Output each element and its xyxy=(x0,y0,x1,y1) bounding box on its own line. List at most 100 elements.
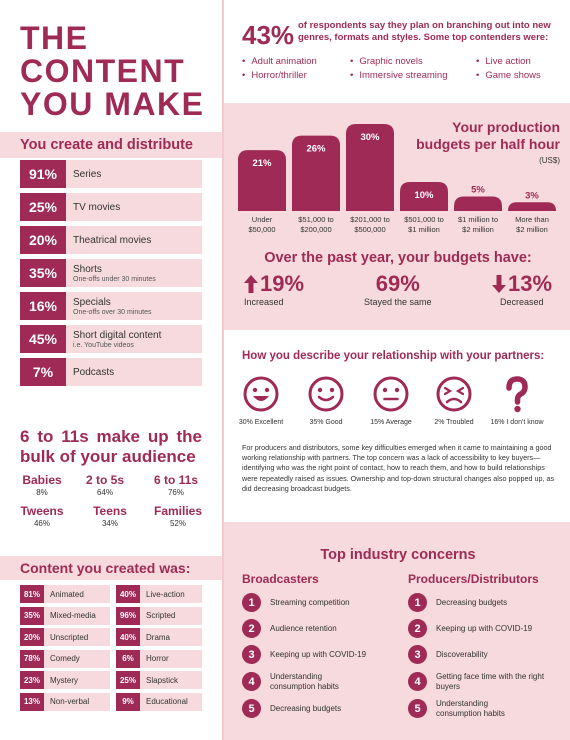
budget-category-label: $51,000 to xyxy=(298,215,333,224)
content-type-cell: 6% Horror xyxy=(116,649,202,668)
content-created-grid: 81% Animated 40% Live-action 35% Mixed-medi… xyxy=(20,585,202,714)
content-type-cell: 35% Mixed-media xyxy=(20,606,110,625)
past-year-same: 69% Stayed the same xyxy=(364,271,432,307)
broadcasters-heading: Broadcasters xyxy=(242,572,319,586)
content-type-label: Live-action xyxy=(140,585,202,603)
budget-bar xyxy=(454,196,502,211)
distribute-heading: You create and distribute xyxy=(0,132,222,158)
budget-bar-value: 21% xyxy=(252,158,272,169)
audience-group: 6 to 11s 76% xyxy=(146,473,206,497)
distribute-label: Shorts xyxy=(73,263,102,275)
past-year-decreased: 13% Decreased xyxy=(492,271,552,307)
concern-number: 4 xyxy=(408,672,427,691)
budget-bar xyxy=(238,150,286,211)
content-type-cell: 78% Comedy xyxy=(20,649,110,668)
distribute-row: 25% TV movies xyxy=(20,193,202,221)
distribute-pct: 25% xyxy=(20,193,66,221)
past-year-increased: 19% Increased xyxy=(244,271,304,307)
distribute-row: 45% Short digital content i.e. YouTube vid… xyxy=(20,325,202,353)
audience-group: 2 to 5s 64% xyxy=(75,473,135,497)
table-row: 20% Unscripted 40% Drama xyxy=(20,628,202,646)
budget-bar xyxy=(400,182,448,211)
budget-category-label: $201,000 to xyxy=(350,215,390,224)
face-dont-know: 16% I don't know xyxy=(484,375,550,426)
distribute-label: Podcasts xyxy=(73,366,115,378)
content-type-pct: 40% xyxy=(116,628,140,646)
arrow-down-icon xyxy=(492,275,506,293)
content-type-pct: 81% xyxy=(20,585,44,603)
audience-group: Teens 34% xyxy=(80,504,140,528)
table-row: 13% Non-verbal 9% Educational xyxy=(20,692,202,711)
content-type-pct: 20% xyxy=(20,628,44,646)
audience-group: Tweens 46% xyxy=(12,504,72,528)
concern-number: 5 xyxy=(408,699,427,718)
genre-item: Graphic novels xyxy=(350,56,422,67)
face-label: 16% I don't know xyxy=(490,419,544,426)
content-type-pct: 78% xyxy=(20,649,44,668)
broadcaster-concern: 2 Audience retention xyxy=(242,619,390,638)
audience-name: Teens xyxy=(93,504,127,518)
budget-category-label: $501,000 to xyxy=(404,215,444,224)
producer-concern: 3 Discoverability xyxy=(408,645,556,664)
face-excellent: 30% Excellent xyxy=(228,375,294,426)
producer-concern: 2 Keeping up with COVID-19 xyxy=(408,619,556,638)
page-title: THE CONTENT YOU MAKE xyxy=(20,20,205,122)
broadcaster-concern: 5 Decreasing budgets xyxy=(242,699,390,718)
content-type-cell: 9% Educational xyxy=(116,692,202,711)
audience-name: Families xyxy=(153,504,203,518)
relationship-text: For producers and distributors, some key… xyxy=(242,443,555,493)
table-row: 23% Mystery 25% Slapstick xyxy=(20,671,202,689)
past-year-value: 19% xyxy=(260,271,305,296)
content-type-cell: 81% Animated xyxy=(20,585,110,603)
past-year-label: Increased xyxy=(244,297,284,307)
distribute-pct: 35% xyxy=(20,259,66,287)
concern-text: Decreasing budgets xyxy=(270,703,342,713)
table-row: 78% Comedy 6% Horror xyxy=(20,649,202,668)
concern-number: 2 xyxy=(408,619,427,638)
budget-category-label: $200,000 xyxy=(300,225,331,234)
troubled-face-icon xyxy=(436,376,472,412)
distribute-label: Specials xyxy=(73,296,111,308)
budget-bar-value: 10% xyxy=(414,190,434,201)
content-created-heading: Content you created was: xyxy=(0,556,222,580)
branching-text: of respondents say they plan on branchin… xyxy=(298,20,551,43)
past-year-label: Decreased xyxy=(500,297,544,307)
content-type-label: Comedy xyxy=(44,649,110,668)
question-mark-icon xyxy=(506,376,528,413)
concern-number: 1 xyxy=(242,593,261,612)
average-face-icon xyxy=(373,376,409,412)
relationship-heading: How you describe your relationship with … xyxy=(242,350,545,362)
distribute-sublabel: i.e. YouTube videos xyxy=(73,341,134,349)
distribute-row: 7% Podcasts xyxy=(20,358,202,386)
budget-category-label: $2 million xyxy=(516,225,548,234)
budget-chart-title: Your production budgets per half hour xyxy=(416,119,560,153)
audience-name: Tweens xyxy=(20,504,64,518)
table-row: 35% Mixed-media 96% Scripted xyxy=(20,606,202,625)
distribute-pct: 7% xyxy=(20,358,66,386)
audience-group: Families 52% xyxy=(148,504,208,528)
concern-text: Keeping up with COVID-19 xyxy=(270,649,367,659)
face-troubled: 2% Troubled xyxy=(421,375,487,426)
concern-text: Decreasing budgets xyxy=(436,597,508,607)
budget-bar xyxy=(292,135,340,211)
content-type-pct: 35% xyxy=(20,606,44,625)
distribute-pct: 20% xyxy=(20,226,66,254)
distribute-pct: 45% xyxy=(20,325,66,353)
concerns-heading: Top industry concerns xyxy=(320,547,476,563)
past-year-value: 69% xyxy=(375,271,420,296)
genre-item: Game shows xyxy=(476,70,540,81)
content-type-cell: 25% Slapstick xyxy=(116,671,202,689)
producer-concern: 1 Decreasing budgets xyxy=(408,593,556,612)
content-type-pct: 13% xyxy=(20,692,44,711)
content-type-pct: 9% xyxy=(116,692,140,711)
audience-value: 76% xyxy=(167,488,184,497)
audience-heading: 6 to 11s make up the bulk of your audien… xyxy=(20,427,202,466)
past-year-label: Stayed the same xyxy=(364,297,432,307)
face-label: 15% Average xyxy=(370,419,412,426)
budget-category-label: $1 million to xyxy=(458,215,498,224)
content-type-label: Animated xyxy=(44,585,110,603)
distribute-row: 35% Shorts One-offs under 30 minutes xyxy=(20,259,202,287)
concern-number: 1 xyxy=(408,593,427,612)
distribute-sublabel: One-offs over 30 minutes xyxy=(73,308,152,316)
content-type-cell: 23% Mystery xyxy=(20,671,110,689)
